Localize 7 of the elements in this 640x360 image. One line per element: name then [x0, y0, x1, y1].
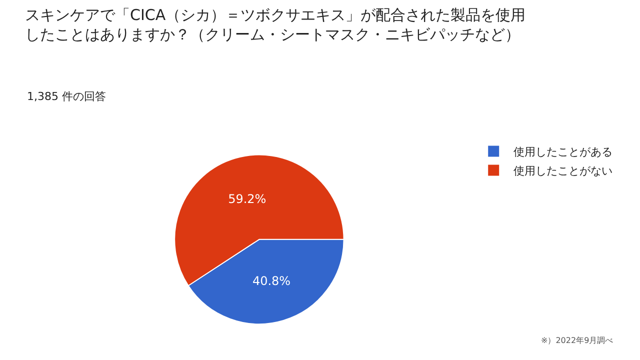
chart-title: スキンケアで「CICA（シカ）＝ツボクサエキス」が配合された製品を使用したことはありますか？（クリーム・シートマスク・ニキビパッチなど）: [25, 6, 526, 44]
data-label: 59.2%: [228, 192, 266, 206]
legend-label: 使用したことがある: [514, 146, 613, 159]
text: 1,385 件の回答: [27, 90, 106, 103]
data-label: 40.8%: [252, 274, 291, 288]
legend-label: 使用したことがない: [514, 164, 613, 178]
text: ※）2022年9月調べ: [541, 336, 614, 345]
